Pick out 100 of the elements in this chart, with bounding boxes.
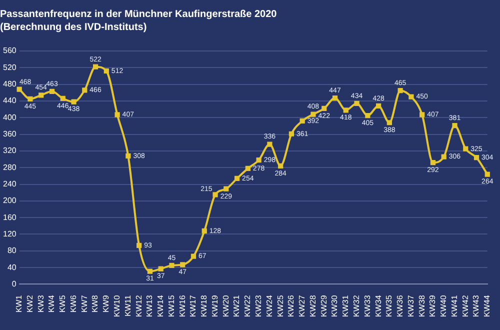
point [463,146,468,152]
point [322,106,327,112]
x-tick-label: KW44 [482,294,492,318]
point [202,228,207,234]
point [288,131,294,136]
x-tick-label: KW40 [439,294,448,318]
x-tick-label: KW2 [25,294,34,313]
x-tick-label: KW32 [352,294,361,318]
point [180,262,186,268]
y-tick-label: 280 [2,162,17,172]
point [169,262,174,268]
point [354,100,360,106]
x-tick-label: KW11 [123,294,132,316]
x-tick-label: KW20 [221,294,230,318]
point [343,108,348,113]
x-tick-label: KW39 [428,294,438,318]
x-tick-label: KW43 [472,294,481,318]
x-tick-label: KW28 [308,294,318,318]
x-tick-label: KW3 [36,294,46,313]
x-tick-label: KW31 [341,294,350,318]
point [190,254,196,259]
y-tick-label: 320 [2,146,17,156]
point [71,99,76,104]
x-tick-label: KW30 [330,294,340,318]
point [92,64,98,70]
point [300,118,305,124]
point [278,163,284,168]
y-tick-label: 520 [2,62,17,72]
y-tick-label: 400 [2,112,17,122]
x-tick-label: KW25 [276,294,285,318]
x-tick-label: KW36 [396,294,405,318]
point [60,96,66,102]
x-tick-label: KW27 [298,294,307,318]
point [16,86,22,92]
y-tick-label: 160 [2,212,17,222]
x-tick-label: KW41 [450,294,459,318]
point [245,166,250,171]
point [104,68,109,74]
point [212,192,218,198]
point [332,96,338,101]
point [147,268,153,274]
point [267,142,272,147]
x-tick-label: KW37 [406,294,416,318]
x-tick-label: KW13 [145,294,154,318]
point [376,103,382,109]
y-tick-label: 200 [2,196,17,206]
x-tick-label: KW18 [200,294,209,318]
point [38,92,44,98]
x-tick-label: KW9 [102,294,111,313]
chart-subtitle: (Berechnung des IVD-Instituts) [0,22,147,33]
x-tick-label: KW17 [188,294,198,318]
x-tick-label: KW38 [417,294,426,318]
x-tick-label: KW33 [362,294,372,318]
point [126,153,131,159]
point [224,186,229,192]
x-tick-label: KW8 [90,294,100,313]
point [386,120,392,126]
y-tick-label: 240 [2,179,17,188]
y-tick-label: 360 [2,129,17,138]
point [82,88,88,93]
y-tick-label: 40 [7,262,17,272]
point [420,112,425,118]
point [398,88,403,94]
y-tick-label: 560 [2,46,17,56]
chart-title: Passantenfrequenz in der Münchner Kaufingerstraße 2020 [0,8,278,20]
x-tick-label: KW7 [80,294,89,313]
x-tick-label: KW16 [178,294,187,318]
x-tick-label: KW26 [286,294,296,318]
x-tick-label: KW4 [47,294,56,313]
point [136,242,142,248]
x-tick-label: KW42 [460,294,470,318]
x-tick-label: KW1 [14,294,24,313]
x-tick-label: KW21 [232,294,242,318]
x-tick-label: KW29 [319,294,328,318]
point [441,154,446,160]
y-tick-label: 80 [7,246,17,256]
point [452,122,458,128]
point [256,158,262,163]
x-tick-label: KW14 [156,294,166,318]
y-tick-label: 120 [2,229,17,238]
x-tick-label: KW12 [134,294,144,318]
point [114,112,120,118]
x-tick-label: KW15 [166,294,176,318]
point [310,112,316,117]
point [365,112,370,118]
point [158,266,164,272]
x-tick-label: KW22 [243,294,252,318]
x-tick-label: KW5 [58,294,68,313]
point [430,160,436,166]
point [474,155,480,160]
x-tick-label: KW24 [264,294,274,318]
x-tick-label: KW35 [384,294,394,318]
x-tick-label: KW6 [68,294,78,313]
point [49,88,55,94]
y-tick-label: 0 [12,279,17,288]
x-tick-label: KW23 [254,294,264,318]
point [484,172,490,177]
point [28,96,33,102]
point [234,176,240,181]
y-tick-label: 480 [2,80,17,89]
